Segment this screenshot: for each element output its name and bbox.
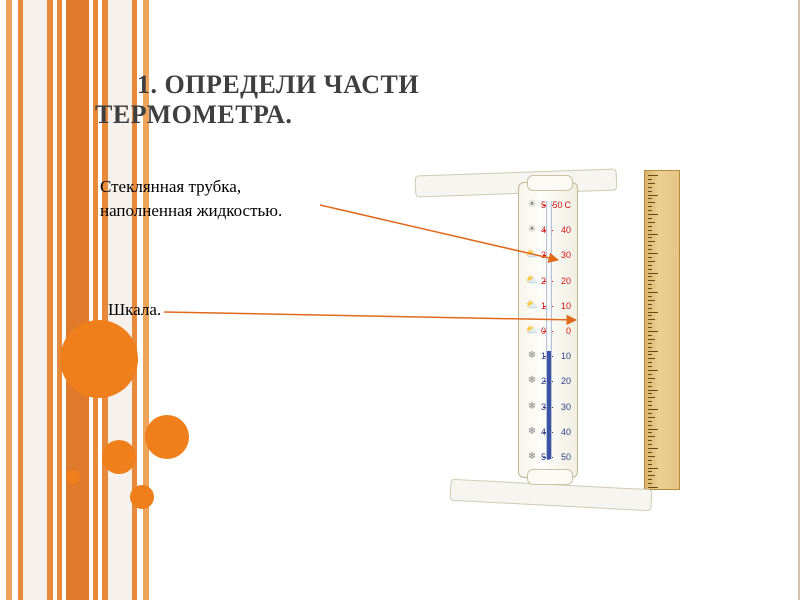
flake-icon: ⛅: [525, 299, 539, 313]
ruler-ticks: [648, 175, 660, 485]
cloud-sun-icon: ☀: [525, 223, 539, 237]
label-glass-tube: Стеклянная трубка, наполненная жидкостью…: [100, 175, 282, 223]
mount-bracket-top: [415, 168, 618, 197]
thermometer-body: ☀5050C☀4040⛅3030⛅2020⛅1010⛅00❄1010❄2020❄…: [518, 182, 578, 478]
sun-icon: ☀: [525, 198, 539, 212]
decorative-circle: [66, 470, 80, 484]
label-glass-tube-line1: Стеклянная трубка,: [100, 175, 282, 199]
slide-title: 1. ОПРЕДЕЛИ ЧАСТИ ТЕРМОМЕТРА.: [95, 70, 695, 130]
flake-lg-icon: ❄: [525, 374, 539, 388]
cloud-icon: ⛅: [525, 248, 539, 262]
glass-tube: [546, 201, 552, 459]
decorative-circle: [102, 440, 136, 474]
thermometer-figure: ☀5050C☀4040⛅3030⛅2020⛅1010⛅00❄1010❄2020❄…: [410, 170, 680, 510]
flake-lg-icon: ❄: [525, 400, 539, 414]
decorative-circle: [130, 485, 154, 509]
flake-lg-icon: ❄: [525, 450, 539, 464]
flake-lg-icon: ❄: [525, 349, 539, 363]
label-scale: Шкала.: [108, 300, 161, 320]
ruler: [644, 170, 680, 490]
slide: 1. ОПРЕДЕЛИ ЧАСТИ ТЕРМОМЕТРА. Стеклянная…: [0, 0, 800, 600]
title-line-2: ТЕРМОМЕТРА.: [95, 100, 695, 130]
title-line-1: 1. ОПРЕДЕЛИ ЧАСТИ: [95, 70, 695, 100]
liquid-column: [547, 351, 551, 459]
flake-lg-icon: ❄: [525, 425, 539, 439]
flake-lg-icon: ⛅: [525, 324, 539, 338]
decorative-circle: [60, 320, 138, 398]
decorative-circle: [145, 415, 189, 459]
flake-sm-icon: ⛅: [525, 274, 539, 288]
label-glass-tube-line2: наполненная жидкостью.: [100, 199, 282, 223]
